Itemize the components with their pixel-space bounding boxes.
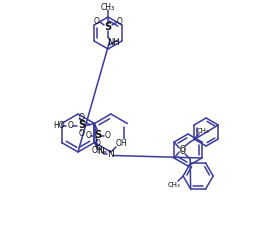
Text: CH₃: CH₃ xyxy=(101,2,115,11)
Text: S: S xyxy=(94,130,101,141)
Text: O: O xyxy=(86,131,91,140)
Text: O: O xyxy=(179,147,185,156)
Text: O: O xyxy=(104,131,110,140)
Text: O: O xyxy=(79,129,85,138)
Text: HO: HO xyxy=(54,121,65,130)
Text: O: O xyxy=(117,16,123,26)
Text: OH: OH xyxy=(92,146,103,155)
Text: O: O xyxy=(94,139,100,148)
Text: S: S xyxy=(104,22,112,32)
Text: NH: NH xyxy=(107,38,119,47)
Text: CH₃: CH₃ xyxy=(197,128,210,134)
Text: O: O xyxy=(179,145,185,153)
Text: O: O xyxy=(94,16,100,26)
Text: OH: OH xyxy=(116,140,128,148)
Text: N: N xyxy=(97,147,104,156)
Text: S: S xyxy=(78,120,85,130)
Text: N: N xyxy=(107,150,114,159)
Text: O: O xyxy=(68,121,73,130)
Text: O: O xyxy=(79,113,85,122)
Text: CH₃: CH₃ xyxy=(168,182,181,188)
